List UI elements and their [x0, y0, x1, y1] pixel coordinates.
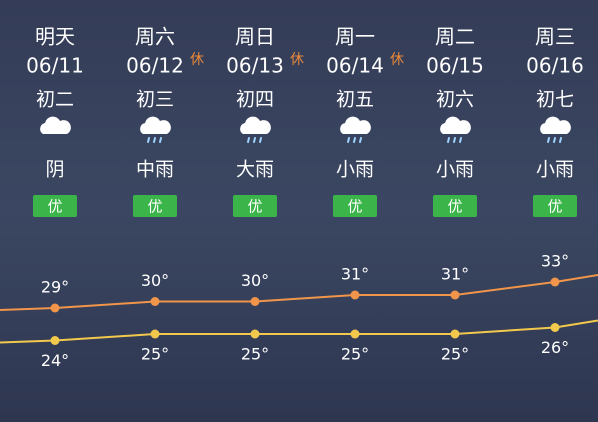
- weather-icon: [40, 116, 71, 134]
- date: 06/14: [326, 54, 384, 78]
- date: 06/16: [526, 54, 584, 78]
- temp-label: 30°: [241, 271, 269, 290]
- weather-icon: [440, 116, 471, 143]
- cloud: [140, 116, 171, 134]
- lunar-date: 初七: [536, 89, 574, 111]
- cloud: [340, 116, 371, 134]
- day-name: 明天: [35, 25, 75, 49]
- weather-icon: [340, 116, 371, 143]
- weather-text: 小雨: [336, 159, 374, 181]
- day-name: 周六: [135, 25, 175, 49]
- weather-text: 小雨: [536, 159, 574, 181]
- aqi-badge: [533, 195, 577, 217]
- temp-label: 25°: [341, 345, 369, 364]
- day-name: 周三: [535, 25, 575, 49]
- weather-text: 大雨: [236, 159, 274, 181]
- weather-icon: [240, 116, 271, 143]
- rain-drop: [447, 137, 450, 143]
- rain-drop: [359, 137, 362, 143]
- lunar-date: 初二: [36, 89, 74, 111]
- weather-text: 小雨: [436, 159, 474, 181]
- temp-label: 31°: [341, 265, 369, 284]
- temp-label: 29°: [41, 278, 69, 297]
- cloud: [540, 116, 571, 134]
- temp-dot: [450, 290, 460, 300]
- temp-label: 33°: [541, 252, 569, 271]
- rain-drop: [247, 137, 250, 143]
- cloud: [40, 116, 71, 134]
- date: 06/15: [426, 54, 484, 78]
- aqi-text: 优: [547, 198, 562, 216]
- temp-label: 31°: [441, 265, 469, 284]
- temp-dot: [150, 329, 160, 339]
- rain-drop: [147, 137, 150, 143]
- rain-drop: [159, 137, 162, 143]
- holiday-tag: 休: [390, 52, 404, 68]
- aqi-badge: [333, 195, 377, 217]
- date: 06/11: [26, 54, 84, 78]
- lunar-date: 初三: [136, 89, 174, 111]
- temp-dot: [250, 297, 260, 306]
- lunar-date: 初五: [336, 89, 374, 111]
- temp-line: [54, 281, 556, 309]
- aqi-badge: [433, 195, 477, 217]
- weather-icon: [140, 116, 171, 143]
- temp-dot: [550, 277, 560, 287]
- cloud: [240, 116, 271, 134]
- temp-dot: [250, 329, 260, 339]
- weather-icon: [540, 116, 571, 143]
- date: 06/12: [126, 54, 184, 78]
- aqi-badge: [133, 195, 177, 217]
- aqi-text: 优: [347, 198, 362, 216]
- rain-drop: [547, 137, 550, 143]
- rain-drop: [559, 137, 562, 143]
- aqi-text: 优: [147, 198, 162, 216]
- weather-text: 阴: [45, 159, 64, 181]
- temp-dot: [350, 290, 360, 300]
- aqi-badge: [33, 195, 77, 217]
- temp-dot: [350, 329, 360, 339]
- rain-drop: [153, 137, 156, 143]
- aqi-text: 优: [47, 198, 62, 216]
- temp-label: 25°: [141, 345, 169, 364]
- rain-drop: [259, 137, 262, 143]
- line-tail: [554, 319, 598, 329]
- line-lead: [0, 339, 56, 344]
- day-name: 周二: [435, 25, 475, 49]
- temp-line: [54, 326, 556, 342]
- line-tail: [554, 274, 598, 283]
- holiday-tag: 休: [190, 52, 204, 68]
- aqi-text: 优: [447, 198, 462, 216]
- day-name: 周日: [235, 25, 275, 49]
- line-lead: [0, 307, 56, 311]
- temp-label: 24°: [41, 351, 69, 370]
- rain-drop: [347, 137, 350, 143]
- day-name: 周一: [335, 25, 375, 49]
- temp-label: 26°: [541, 338, 569, 357]
- temp-dot: [550, 323, 560, 332]
- rain-drop: [459, 137, 462, 143]
- temp-label: 25°: [241, 345, 269, 364]
- rain-drop: [253, 137, 256, 143]
- temp-dot: [150, 297, 160, 306]
- temp-label: 30°: [141, 271, 169, 290]
- rain-drop: [553, 137, 556, 143]
- temp-dot: [50, 303, 60, 313]
- aqi-badge: [233, 195, 277, 217]
- aqi-text: 优: [247, 198, 262, 216]
- lunar-date: 初六: [436, 89, 474, 111]
- holiday-tag: 休: [290, 52, 304, 68]
- date: 06/13: [226, 54, 284, 78]
- cloud: [440, 116, 471, 134]
- temp-dot: [450, 329, 460, 339]
- lunar-date: 初四: [236, 89, 274, 111]
- temp-label: 25°: [441, 345, 469, 364]
- weather-text: 中雨: [136, 159, 174, 181]
- rain-drop: [453, 137, 456, 143]
- rain-drop: [353, 137, 356, 143]
- temp-dot: [50, 336, 60, 345]
